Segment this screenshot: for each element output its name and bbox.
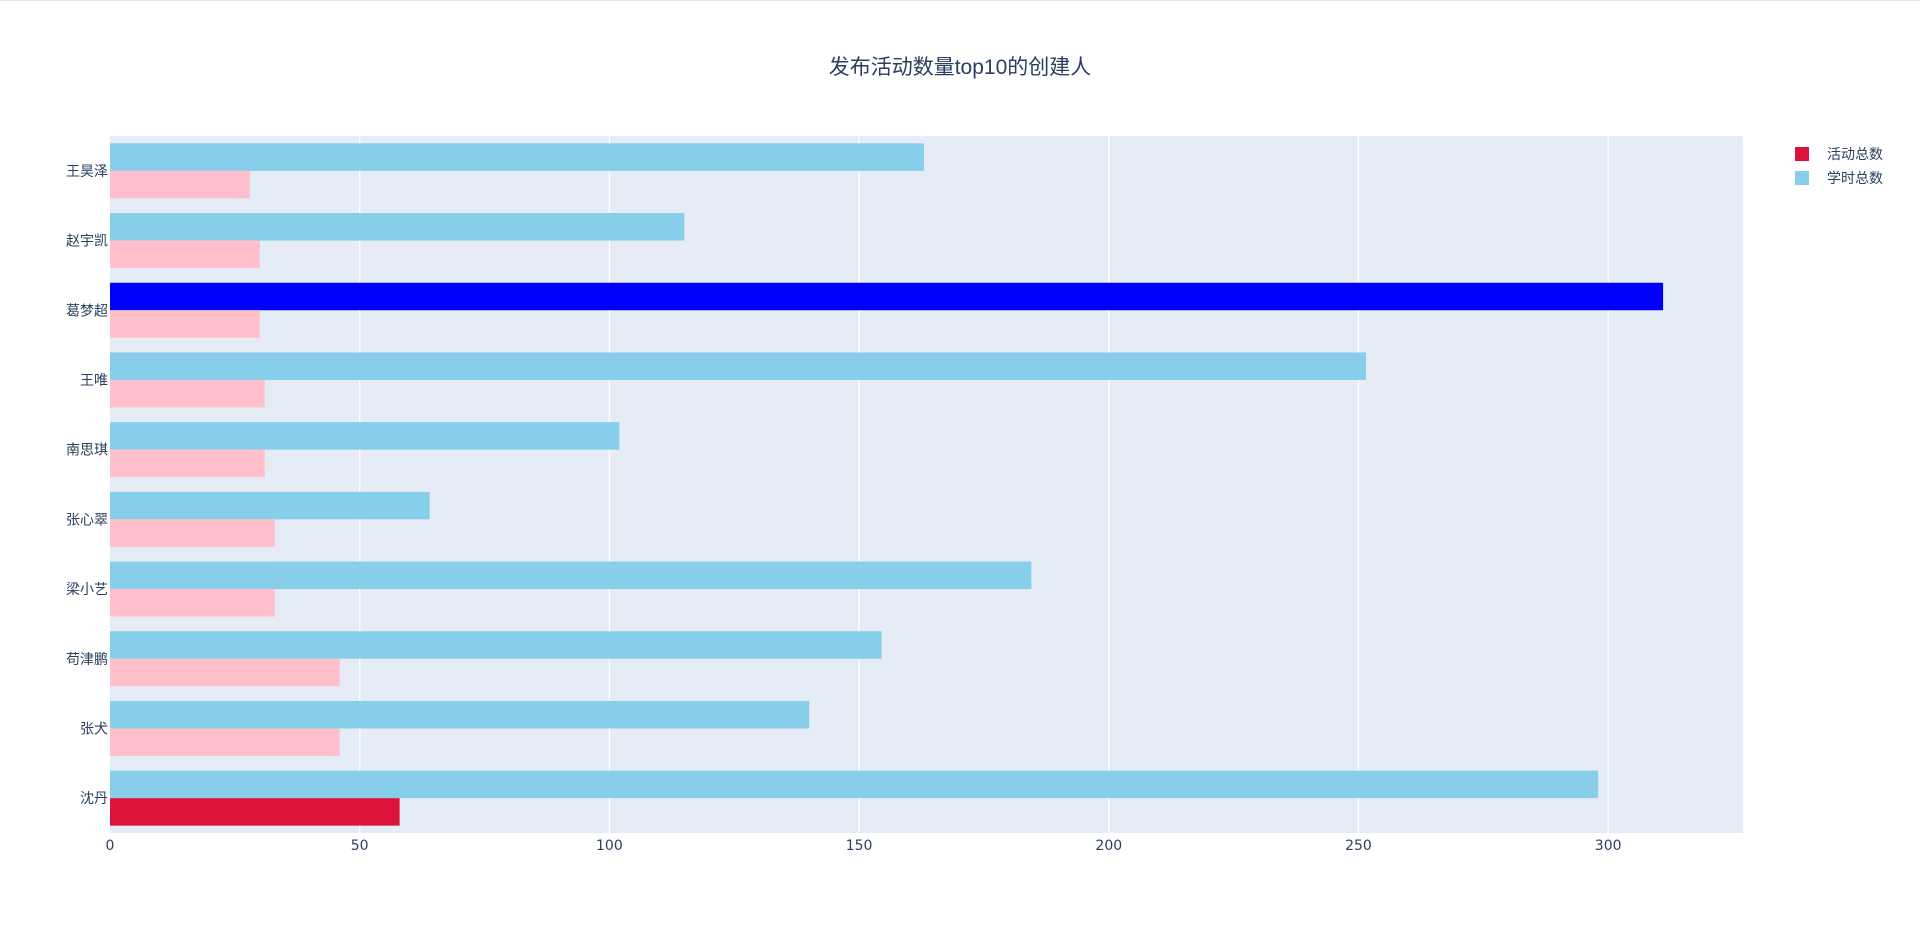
x-tick-label: 50 [351,838,369,854]
y-tick-label: 赵宇凯 [66,234,108,250]
bar-study-hours[interactable] [110,631,882,659]
y-tick-label: 葛梦超 [66,303,108,319]
bar-activity-count[interactable] [110,449,265,478]
x-tick-label: 250 [1345,838,1372,854]
gridlines [359,136,1609,833]
bar-activity-count[interactable] [110,379,265,408]
y-tick-label: 张犬 [80,721,108,737]
bar-activity-count[interactable] [110,519,275,547]
bar-study-hours[interactable] [110,770,1599,799]
x-tick-label: 300 [1595,838,1622,854]
y-tick-label: 沈丹 [80,791,108,807]
bar-activity-count[interactable] [110,589,275,617]
bars [110,143,1664,826]
y-tick-label: 张心翠 [66,512,108,528]
bar-activity-count[interactable] [110,658,340,687]
y-tick-label: 王唯 [80,373,108,389]
legend-item-study-hours[interactable]: 学时总数 [1795,171,1883,187]
bar-study-hours[interactable] [110,700,810,729]
legend-label-activity-count: 活动总数 [1827,147,1883,163]
bar-study-hours[interactable] [110,422,620,450]
x-axis: 0 50 100 150 200 250 300 [106,838,1622,854]
bar-study-hours[interactable] [110,213,685,241]
bar-activity-count[interactable] [110,728,340,756]
bar-study-hours[interactable] [110,352,1366,380]
legend-swatch-study-hours [1795,171,1809,185]
bar-activity-count[interactable] [110,170,250,199]
legend[interactable]: 活动总数 学时总数 [1795,147,1883,187]
y-tick-label: 梁小艺 [66,582,108,598]
y-tick-label: 苟津鹏 [66,651,108,668]
y-tick-label: 南思琪 [66,443,108,459]
chart-title: 发布活动数量top10的创建人 [829,56,1092,79]
x-tick-label: 100 [596,838,623,854]
legend-item-activity-count[interactable]: 活动总数 [1795,147,1883,163]
x-tick-label: 200 [1095,838,1122,854]
x-tick-label: 0 [106,838,115,854]
bar-activity-count[interactable] [110,798,400,826]
bar-study-hours[interactable] [110,143,925,171]
bar-activity-count[interactable] [110,310,260,338]
y-axis: 沈丹 张犬 苟津鹏 梁小艺 张心翠 南思琪 王唯 葛梦超 赵宇凯 王昊泽 [66,164,108,807]
legend-label-study-hours: 学时总数 [1827,171,1883,187]
bar-study-hours[interactable] [110,561,1032,590]
legend-swatch-activity-count [1795,147,1809,161]
bar-activity-count[interactable] [110,240,260,269]
x-tick-label: 150 [846,838,873,854]
bar-study-hours[interactable] [110,491,430,520]
y-tick-label: 王昊泽 [66,164,108,180]
bar-study-hours[interactable] [110,282,1664,311]
